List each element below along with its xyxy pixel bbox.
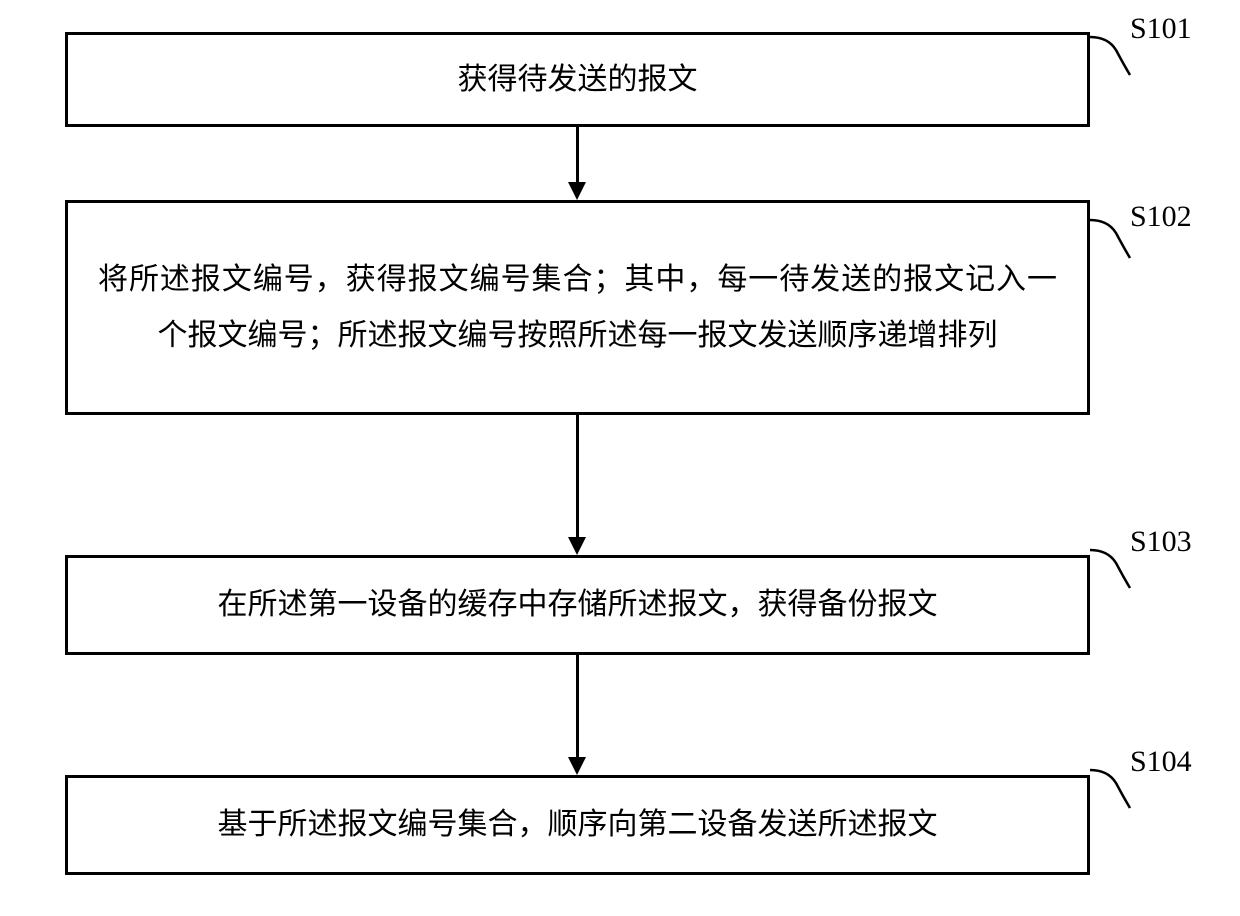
flowchart-container: 获得待发送的报文 S101 将所述报文编号，获得报文编号集合；其中，每一待发送的… bbox=[0, 0, 1240, 916]
step-label-s102: S102 bbox=[1130, 200, 1192, 234]
flow-box-s103-text: 在所述第一设备的缓存中存储所述报文，获得备份报文 bbox=[218, 577, 938, 633]
label-connector-s103 bbox=[1088, 548, 1138, 593]
flow-box-s103: 在所述第一设备的缓存中存储所述报文，获得备份报文 bbox=[65, 555, 1090, 655]
arrow-s103-s104-line bbox=[576, 655, 579, 757]
flow-box-s101-text: 获得待发送的报文 bbox=[458, 52, 698, 108]
arrow-s101-s102-line bbox=[576, 127, 579, 182]
label-connector-s102 bbox=[1088, 218, 1138, 263]
arrow-s103-s104-head bbox=[568, 757, 586, 775]
step-label-s101: S101 bbox=[1130, 12, 1192, 46]
step-label-s104: S104 bbox=[1130, 745, 1192, 779]
arrow-s101-s102-head bbox=[568, 182, 586, 200]
flow-box-s101: 获得待发送的报文 bbox=[65, 32, 1090, 127]
flow-box-s102-text: 将所述报文编号，获得报文编号集合；其中，每一待发送的报文记入一个报文编号；所述报… bbox=[98, 252, 1057, 363]
arrow-s102-s103-line bbox=[576, 415, 579, 537]
step-label-s103: S103 bbox=[1130, 525, 1192, 559]
arrow-s102-s103-head bbox=[568, 537, 586, 555]
flow-box-s104-text: 基于所述报文编号集合，顺序向第二设备发送所述报文 bbox=[218, 797, 938, 853]
flow-box-s102: 将所述报文编号，获得报文编号集合；其中，每一待发送的报文记入一个报文编号；所述报… bbox=[65, 200, 1090, 415]
label-connector-s104 bbox=[1088, 768, 1138, 813]
flow-box-s104: 基于所述报文编号集合，顺序向第二设备发送所述报文 bbox=[65, 775, 1090, 875]
label-connector-s101 bbox=[1088, 35, 1138, 80]
